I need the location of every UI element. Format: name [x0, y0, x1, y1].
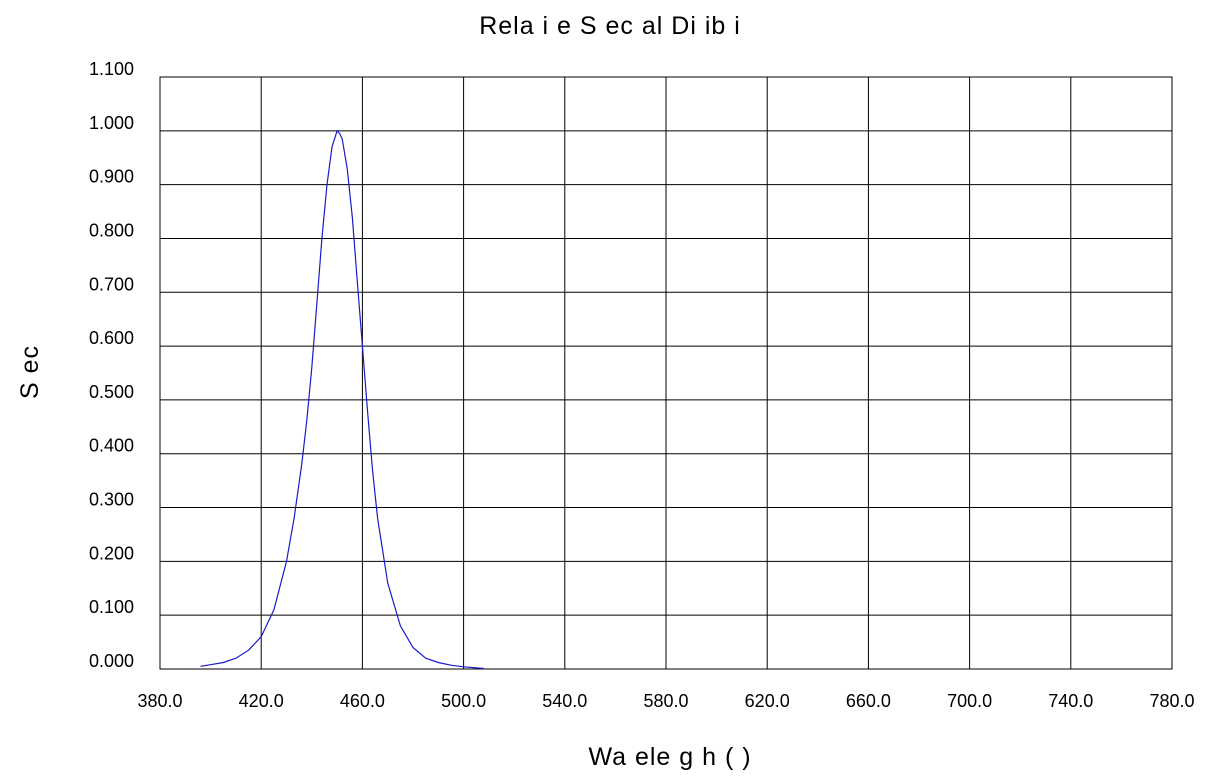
- y-axis-label: S ec: [16, 345, 44, 399]
- series-line: [200, 129, 484, 670]
- y-tick-label: 0.800: [89, 220, 134, 240]
- x-tick-label: 460.0: [340, 691, 385, 711]
- y-tick-label: 0.100: [89, 597, 134, 617]
- x-tick-label: 620.0: [745, 691, 790, 711]
- chart-title: Rela i e S ec al Di ib i: [479, 12, 741, 40]
- y-tick-labels: 0.000 0.100 0.200 0.300 0.400 0.500 0.600 0.700…: [89, 59, 134, 671]
- y-tick-label: 0.300: [89, 490, 134, 510]
- plot-frame: [159, 76, 1173, 670]
- x-tick-label: 660.0: [846, 691, 891, 711]
- y-tick-label: 0.200: [89, 543, 134, 563]
- x-axis-label: Wa ele g h ( ): [588, 743, 751, 771]
- y-tick-label: 0.700: [89, 274, 134, 294]
- y-tick-label: 0.600: [89, 328, 134, 348]
- x-tick-label: 580.0: [643, 691, 688, 711]
- x-tick-label: 420.0: [239, 691, 284, 711]
- y-tick-label: 1.000: [89, 113, 134, 133]
- y-tick-label: 0.500: [89, 382, 134, 402]
- x-tick-label: 540.0: [542, 691, 587, 711]
- series-layer: [200, 129, 484, 670]
- x-tick-labels: 380.0 420.0 460.0 500.0 540.0 580.0 620.0 660.0…: [137, 691, 1194, 711]
- y-tick-label: 0.900: [89, 167, 134, 187]
- x-tick-label: 700.0: [947, 691, 992, 711]
- x-tick-label: 500.0: [441, 691, 486, 711]
- x-tick-label: 780.0: [1149, 691, 1194, 711]
- x-tick-label: 380.0: [137, 691, 182, 711]
- y-tick-label: 1.100: [89, 59, 134, 79]
- y-tick-label: 0.400: [89, 436, 134, 456]
- x-tick-label: 740.0: [1048, 691, 1093, 711]
- y-tick-label: 0.000: [89, 651, 134, 671]
